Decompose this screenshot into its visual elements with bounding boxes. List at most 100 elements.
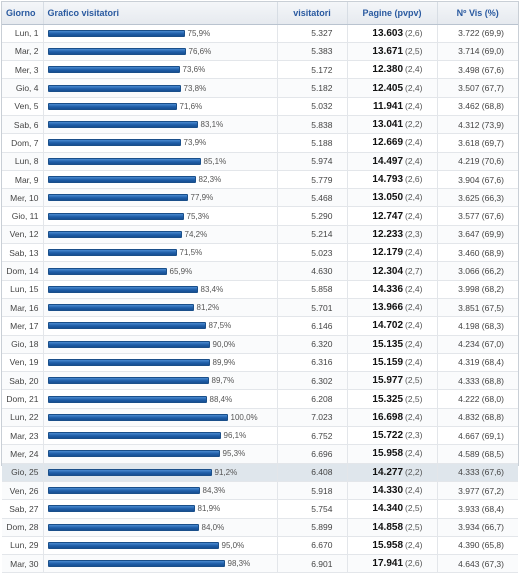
pvpv-value: (2,4)	[405, 82, 423, 93]
table-row: Ven, 5 71,6% 5.032 11.941 (2,4) 3.462 (68,8)	[2, 97, 518, 116]
day-cell: Ven, 5	[2, 97, 44, 116]
day-cell: Mar, 23	[2, 426, 44, 445]
pages-cell: 15.958 (2,4)	[347, 536, 438, 555]
day-cell: Dom, 14	[2, 261, 44, 281]
visitors-cell: 5.918	[277, 481, 348, 500]
visitors-cell: 5.214	[277, 225, 348, 244]
table-header-row: Giorno Grafico visitatori visitatori Pag…	[2, 2, 518, 25]
day-cell: Mer, 3	[2, 60, 44, 79]
bar-percent-label: 84,3%	[202, 486, 226, 496]
pages-cell: 12.179 (2,4)	[347, 243, 438, 262]
header-chart[interactable]: Grafico visitatori	[43, 2, 278, 25]
returning-cell: 4.198 (68,3)	[458, 320, 504, 331]
visitors-cell: 7.023	[277, 408, 348, 427]
pvpv-value: (2,4)	[405, 539, 423, 550]
table-body: Lun, 1 75,9% 5.327 13.603 (2,6) 3.722 (69,9) M…	[2, 24, 518, 573]
returning-cell: 4.319 (68,4)	[458, 357, 504, 368]
returning-cell: 4.234 (67,0)	[458, 339, 504, 350]
returning-cell: 3.851 (67,5)	[458, 302, 504, 313]
bar-cell: 75,9%	[43, 24, 278, 43]
pages-cell: 13.966 (2,4)	[347, 298, 438, 317]
bar-cell: 76,6%	[43, 42, 278, 61]
header-pages[interactable]: Pagine (pvpv)	[347, 2, 438, 25]
bar-cell: 74,2%	[43, 225, 278, 244]
pages-value: 11.941	[372, 100, 404, 112]
returning-cell: 3.933 (68,4)	[458, 503, 504, 514]
table-row: Mer, 17 87,5% 6.146 14.702 (2,4) 4.198 (68,3)	[2, 316, 518, 336]
header-day[interactable]: Giorno	[2, 2, 44, 25]
pages-value: 16.698	[372, 411, 404, 423]
visitor-bar	[47, 432, 221, 440]
bar-cell: 73,9%	[43, 133, 278, 153]
bar-cell: 98,3%	[43, 554, 278, 573]
pvpv-value: (2,4)	[405, 411, 423, 422]
pages-value: 13.603	[372, 27, 404, 39]
bar-percent-label: 83,4%	[200, 284, 224, 294]
visitor-bar	[47, 322, 206, 330]
visitor-bar	[47, 267, 167, 275]
table-row: Ven, 12 74,2% 5.214 12.233 (2,3) 3.647 (69,9)	[2, 225, 518, 244]
table-row: Mer, 3 73,6% 5.172 12.380 (2,4) 3.498 (67,6)	[2, 60, 518, 79]
table-row: Mer, 10 77,9% 5.468 13.050 (2,4) 3.625 (66,3)	[2, 188, 518, 207]
pvpv-value: (2,6)	[405, 27, 423, 38]
visitor-bar	[47, 47, 186, 55]
visitor-bar	[47, 541, 219, 549]
pages-cell: 15.159 (2,4)	[347, 353, 438, 372]
pvpv-value: (2,4)	[405, 247, 423, 258]
pages-value: 13.041	[372, 119, 404, 131]
pages-value: 15.958	[372, 448, 404, 460]
visitors-cell: 5.858	[277, 280, 348, 299]
bar-percent-label: 84,0%	[201, 522, 225, 532]
table-row: Mer, 24 95,3% 6.696 15.958 (2,4) 4.589 (68,5)	[2, 444, 518, 464]
visitor-bar	[47, 304, 194, 312]
bar-percent-label: 71,6%	[179, 101, 203, 111]
pages-value: 12.669	[372, 137, 404, 149]
bar-cell: 83,1%	[43, 115, 278, 134]
bar-cell: 85,1%	[43, 152, 278, 171]
pvpv-value: (2,4)	[405, 356, 423, 367]
returning-cell: 4.667 (69,1)	[458, 430, 504, 441]
pages-value: 14.702	[372, 320, 404, 332]
day-cell: Gio, 11	[2, 206, 44, 226]
visitor-bar	[47, 560, 225, 568]
visitor-bar	[47, 212, 184, 220]
pages-cell: 13.671 (2,5)	[347, 42, 438, 61]
pvpv-value: (2,4)	[405, 155, 423, 166]
day-cell: Dom, 7	[2, 133, 44, 153]
pages-value: 14.858	[372, 521, 404, 533]
bar-percent-label: 83,1%	[200, 120, 224, 130]
day-cell: Mar, 2	[2, 42, 44, 61]
table-row: Mar, 9 82,3% 5.779 14.793 (2,6) 3.904 (67,6)	[2, 170, 518, 189]
pages-cell: 12.669 (2,4)	[347, 133, 438, 153]
bar-percent-label: 74,2%	[184, 229, 208, 239]
day-cell: Ven, 26	[2, 481, 44, 500]
pvpv-value: (2,5)	[405, 393, 423, 404]
pvpv-value: (2,4)	[405, 485, 423, 496]
pages-value: 17.941	[372, 558, 404, 570]
pages-cell: 15.977 (2,5)	[347, 371, 438, 390]
bar-percent-label: 77,9%	[190, 193, 214, 203]
visitors-cell: 5.838	[277, 115, 348, 134]
visitor-bar	[47, 285, 198, 293]
header-returning[interactable]: Nº Vis (%)	[437, 2, 518, 25]
pages-cell: 17.941 (2,6)	[347, 554, 438, 573]
pages-value: 12.233	[372, 228, 404, 240]
visitors-cell: 6.320	[277, 335, 348, 354]
pvpv-value: (2,4)	[405, 64, 423, 75]
bar-percent-label: 81,2%	[196, 303, 220, 313]
visitors-cell: 4.630	[277, 261, 348, 281]
day-cell: Sab, 6	[2, 115, 44, 134]
bar-cell: 65,9%	[43, 261, 278, 281]
pages-value: 12.304	[372, 265, 404, 277]
pages-cell: 12.380 (2,4)	[347, 60, 438, 79]
day-cell: Mer, 10	[2, 188, 44, 207]
returning-cell: 3.998 (68,2)	[458, 284, 504, 295]
returning-cell: 3.977 (67,2)	[458, 485, 504, 496]
day-cell: Mar, 16	[2, 298, 44, 317]
bar-percent-label: 95,3%	[222, 449, 246, 459]
header-visitors[interactable]: visitatori	[277, 2, 348, 25]
bar-cell: 82,3%	[43, 170, 278, 189]
returning-cell: 3.460 (68,9)	[458, 247, 504, 258]
pages-cell: 15.958 (2,4)	[347, 444, 438, 464]
